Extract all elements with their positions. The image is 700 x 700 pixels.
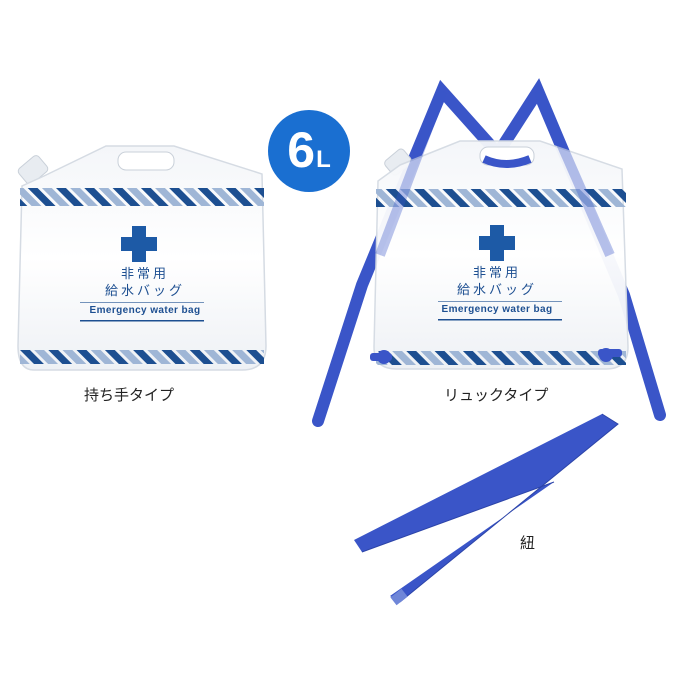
bottom-stripe-band — [376, 351, 626, 365]
loose-strap — [340, 410, 640, 620]
capacity-number: 6 — [287, 122, 316, 178]
strap-end-tip — [390, 588, 408, 606]
top-stripe-band — [20, 188, 264, 206]
caption-strap: 紐 — [520, 534, 536, 552]
bag-title-line2: 給水バッグ — [104, 284, 185, 299]
handle-hole — [117, 151, 175, 171]
subtitle-overline — [438, 301, 562, 302]
subtitle-underline — [438, 319, 562, 321]
strap-band — [354, 414, 618, 602]
capacity-unit: L — [316, 146, 331, 173]
strap-knot-right — [598, 348, 622, 362]
strap-loop — [482, 155, 532, 168]
backpack-type-water-bag: 非常用 給水バッグ Emergency water bag — [310, 78, 680, 435]
subtitle-overline — [80, 302, 204, 303]
straps-through-bag — [375, 88, 615, 258]
bag-title-line2: 給水バッグ — [456, 283, 537, 298]
subtitle-underline — [80, 320, 204, 322]
caption-handle-type: 持ち手タイプ — [84, 386, 175, 404]
caption-backpack-type: リュックタイプ — [444, 386, 549, 404]
capacity-badge: 6 L — [268, 110, 350, 192]
bag-title-line1: 非常用 — [472, 266, 521, 281]
strap-knot-left — [370, 350, 392, 364]
bottom-stripe-band — [20, 350, 264, 364]
bag-subtitle: Emergency water bag — [89, 305, 201, 316]
handle-type-water-bag: 非常用 給水バッグ Emergency water bag — [14, 145, 276, 376]
bag-subtitle: Emergency water bag — [441, 304, 553, 315]
bag-title-line1: 非常用 — [120, 267, 169, 282]
cross-icon — [479, 225, 515, 261]
cross-icon — [121, 226, 157, 262]
top-stripe-band — [376, 189, 626, 207]
